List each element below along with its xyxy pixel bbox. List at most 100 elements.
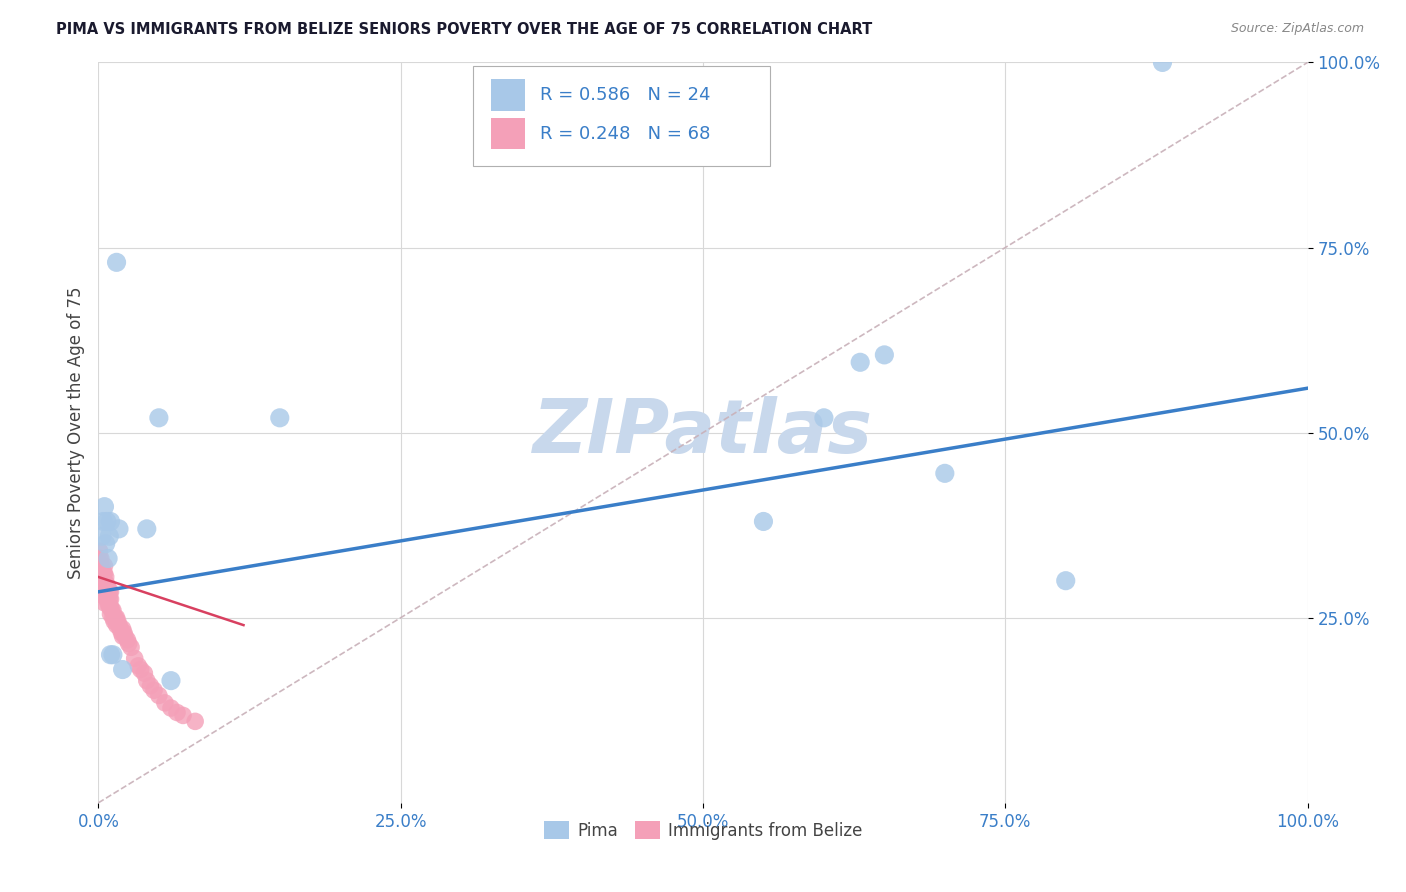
Point: [752, 515, 775, 529]
Point: [94, 577, 117, 591]
Point: [111, 629, 134, 643]
Point: [97, 589, 120, 603]
Point: [105, 255, 128, 269]
Point: [91, 581, 114, 595]
Point: [97, 581, 120, 595]
Point: [93, 500, 115, 514]
Point: [269, 410, 291, 425]
Point: [96, 577, 118, 591]
Point: [100, 515, 122, 529]
Point: [97, 596, 120, 610]
Point: [105, 618, 128, 632]
Point: [90, 574, 112, 588]
Point: [93, 574, 115, 588]
Point: [100, 607, 122, 621]
Point: [91, 515, 114, 529]
FancyBboxPatch shape: [492, 118, 526, 149]
Point: [91, 589, 114, 603]
Point: [153, 696, 176, 710]
Point: [105, 610, 128, 624]
Text: Source: ZipAtlas.com: Source: ZipAtlas.com: [1230, 22, 1364, 36]
Point: [160, 673, 183, 688]
Text: R = 0.248   N = 68: R = 0.248 N = 68: [540, 125, 710, 143]
Point: [94, 536, 117, 550]
Point: [124, 651, 146, 665]
Point: [90, 566, 112, 581]
Point: [101, 648, 124, 662]
Point: [98, 599, 121, 614]
Point: [112, 625, 135, 640]
Point: [934, 467, 956, 481]
Point: [93, 596, 115, 610]
Point: [160, 701, 183, 715]
Point: [139, 679, 162, 693]
Point: [91, 566, 114, 581]
Point: [120, 640, 142, 655]
Point: [134, 666, 156, 681]
Point: [108, 522, 131, 536]
Point: [90, 558, 112, 573]
Point: [135, 522, 157, 536]
Point: [101, 603, 124, 617]
Point: [98, 584, 121, 599]
Point: [91, 574, 114, 588]
Point: [108, 618, 131, 632]
Point: [110, 625, 132, 640]
Point: [100, 592, 122, 607]
Point: [100, 584, 122, 599]
Point: [111, 622, 134, 636]
Point: [166, 706, 188, 720]
Point: [107, 615, 129, 629]
Point: [93, 589, 115, 603]
Text: ZIPatlas: ZIPatlas: [533, 396, 873, 469]
Text: PIMA VS IMMIGRANTS FROM BELIZE SENIORS POVERTY OVER THE AGE OF 75 CORRELATION CH: PIMA VS IMMIGRANTS FROM BELIZE SENIORS P…: [56, 22, 873, 37]
Legend: Pima, Immigrants from Belize: Pima, Immigrants from Belize: [537, 814, 869, 847]
Point: [89, 551, 111, 566]
Point: [91, 558, 114, 573]
Point: [91, 566, 114, 581]
Point: [1054, 574, 1077, 588]
Point: [100, 603, 122, 617]
Point: [98, 592, 121, 607]
FancyBboxPatch shape: [492, 79, 526, 111]
Point: [108, 622, 131, 636]
Point: [93, 566, 115, 581]
Point: [89, 558, 111, 573]
Point: [101, 610, 124, 624]
Point: [849, 355, 872, 369]
Point: [93, 581, 115, 595]
Point: [100, 648, 122, 662]
Point: [117, 632, 139, 647]
Point: [813, 410, 835, 425]
Point: [94, 584, 117, 599]
Point: [94, 570, 117, 584]
Point: [114, 629, 136, 643]
Point: [89, 544, 111, 558]
Point: [104, 610, 127, 624]
Point: [127, 658, 149, 673]
Point: [873, 348, 896, 362]
Point: [184, 714, 207, 729]
Text: R = 0.586   N = 24: R = 0.586 N = 24: [540, 86, 710, 104]
Point: [96, 584, 118, 599]
Point: [1152, 55, 1174, 70]
Point: [129, 663, 152, 677]
Point: [91, 574, 114, 588]
FancyBboxPatch shape: [474, 66, 769, 166]
Point: [143, 683, 166, 698]
Point: [172, 708, 194, 723]
Point: [98, 529, 121, 543]
Point: [148, 689, 170, 703]
Point: [96, 515, 118, 529]
Point: [148, 410, 170, 425]
Point: [111, 663, 134, 677]
Point: [135, 673, 157, 688]
Point: [90, 551, 112, 566]
Point: [93, 558, 115, 573]
Point: [91, 529, 114, 543]
Point: [97, 551, 120, 566]
Point: [96, 592, 118, 607]
Point: [118, 637, 141, 651]
Point: [91, 581, 114, 595]
Y-axis label: Seniors Poverty Over the Age of 75: Seniors Poverty Over the Age of 75: [66, 286, 84, 579]
